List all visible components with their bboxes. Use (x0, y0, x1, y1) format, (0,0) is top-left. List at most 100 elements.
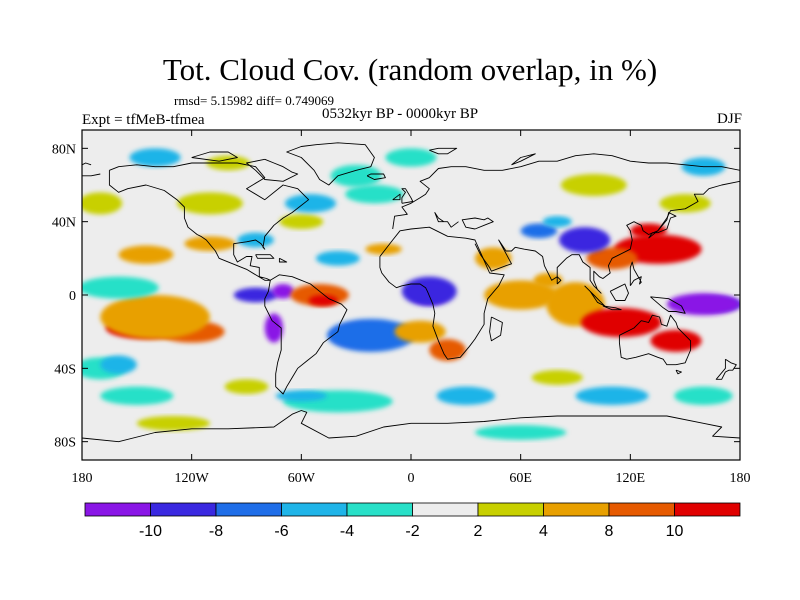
anomaly-region (100, 355, 137, 374)
anomaly-region (326, 318, 415, 352)
colorbar-swatch (215, 502, 282, 517)
coastline (278, 257, 288, 263)
anomaly-region (474, 247, 512, 270)
anomaly-region (279, 214, 324, 230)
anomaly-region (385, 148, 437, 167)
anomaly-region (542, 216, 572, 228)
anomaly-region (275, 390, 327, 402)
coastline (264, 274, 348, 395)
lon-tick-label: 60W (288, 471, 316, 486)
coastline (191, 151, 238, 162)
anomaly-region (136, 416, 210, 431)
colorbar-label: 8 (605, 523, 614, 540)
coastline (715, 358, 737, 380)
anomaly-region (520, 223, 558, 239)
longitude-axis: 180 120W 60W 0 60E 120E 180 (72, 130, 751, 486)
colorbar-label: 2 (474, 523, 483, 540)
coastline (648, 212, 677, 239)
anomaly-region (308, 295, 338, 306)
lat-tick-label: 80N (52, 142, 76, 157)
lat-tick-label: 40N (52, 216, 76, 231)
coastline (392, 153, 740, 230)
coastline (511, 153, 536, 166)
anomaly-region (666, 293, 740, 316)
anomaly-region (580, 307, 662, 338)
lat-tick-label: 80S (54, 436, 76, 451)
coastlines (82, 142, 740, 443)
anomaly-region (82, 276, 159, 299)
colorbar-label: -4 (340, 523, 354, 540)
anomaly-region (659, 194, 711, 213)
anomaly-region (100, 386, 174, 406)
colorbar-swatch (477, 502, 544, 517)
colorbar-label: -8 (209, 523, 223, 540)
colorbar-swatch (346, 502, 413, 517)
colorbar-label: 4 (539, 523, 548, 540)
anomaly-region (345, 185, 404, 204)
coastline (82, 173, 101, 177)
anomaly-region (531, 370, 583, 385)
anomaly-region (575, 386, 649, 406)
coastline (392, 193, 401, 201)
colorbar: -10 -8 -6 -4 -2 2 4 8 10 (84, 502, 741, 540)
coastline (609, 283, 629, 301)
anomaly-region (224, 379, 269, 394)
anomaly-region (184, 236, 236, 252)
anomaly-region (401, 276, 457, 307)
colorbar-swatch (543, 502, 610, 517)
anomaly-region (365, 243, 402, 255)
coastline (108, 162, 310, 281)
anomaly-region (674, 386, 733, 406)
anomaly-region (630, 223, 667, 239)
coastline (379, 226, 505, 360)
coastline (429, 147, 458, 155)
anomaly-region (559, 227, 611, 253)
anomaly-region (233, 287, 278, 303)
coastline (629, 261, 642, 287)
anomaly-region (129, 148, 181, 167)
colorbar-swatch (674, 502, 741, 517)
colorbar-swatch (150, 502, 217, 517)
anomaly-region (330, 164, 382, 187)
anomaly-region (429, 339, 466, 361)
colorbar-swatch (412, 502, 479, 517)
anomaly-region (177, 192, 243, 215)
anomaly-region (82, 192, 123, 215)
experiment-label: Expt = tfMeB-tfmea (82, 112, 205, 128)
lon-tick-label: 180 (72, 471, 93, 486)
colorbar-label: -2 (405, 523, 419, 540)
anomaly-region (264, 313, 284, 343)
colorbar-swatch (608, 502, 675, 517)
period-label: 0532kyr BP - 0000kyr BP (322, 106, 479, 122)
colorbar-label: -6 (274, 523, 288, 540)
coastline (489, 316, 503, 342)
coastline (82, 410, 740, 443)
coastline (650, 296, 686, 314)
anomaly-region (272, 284, 295, 299)
anomaly-region (484, 280, 558, 310)
lat-tick-label: 40S (54, 362, 76, 377)
coastline (556, 276, 562, 285)
coastline (602, 305, 622, 311)
coastline (675, 369, 682, 375)
colorbar-label: 10 (666, 523, 684, 540)
anomaly-region (436, 386, 496, 406)
anomaly-region (650, 329, 702, 352)
latitude-axis: 80N 40N 0 40S 80S (52, 142, 740, 451)
anomaly-region (474, 425, 567, 440)
colorbar-swatch (84, 502, 151, 517)
coastline (255, 254, 275, 259)
season-label: DJF (716, 111, 742, 127)
lon-tick-label: 60E (509, 471, 532, 486)
anomaly-region (118, 245, 174, 264)
colorbar-label: -10 (139, 523, 162, 540)
stats-label: rmsd= 5.15982 diff= 0.749069 (174, 93, 334, 108)
anomaly-region (100, 295, 210, 339)
lat-tick-label: 0 (69, 289, 76, 304)
lon-tick-label: 120E (616, 471, 646, 486)
coastline (401, 188, 414, 204)
coastline (82, 162, 92, 166)
coastline (366, 173, 386, 180)
anomaly-region (533, 273, 563, 288)
